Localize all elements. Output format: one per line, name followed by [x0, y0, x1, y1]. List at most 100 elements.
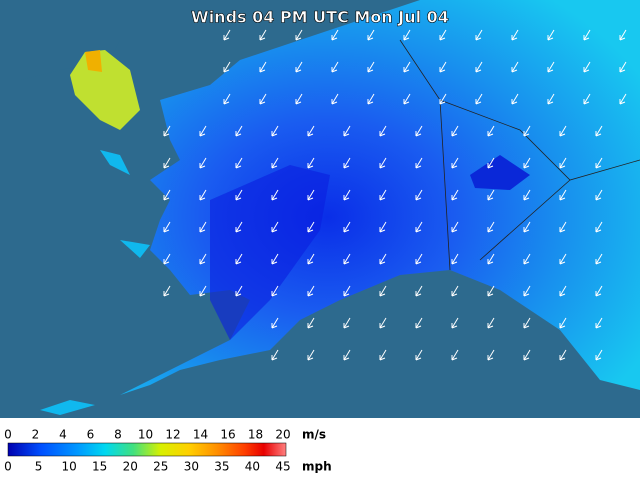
wind-arrow: [331, 29, 339, 41]
wind-arrow: [199, 125, 207, 137]
wind-arrow: [379, 157, 387, 169]
wind-arrow: [307, 157, 315, 169]
wind-arrow: [367, 29, 375, 41]
wind-arrow: [559, 125, 567, 137]
wind-arrow: [295, 29, 303, 41]
mph-tick-label: 40: [245, 460, 260, 474]
wind-arrow: [523, 253, 531, 265]
ms-tick-label: 6: [87, 428, 95, 442]
wind-arrow: [523, 285, 531, 297]
wind-arrow: [271, 221, 279, 233]
wind-arrow: [487, 253, 495, 265]
wind-arrow: [559, 189, 567, 201]
wind-arrow: [163, 253, 171, 265]
wind-arrow: [415, 285, 423, 297]
wind-arrow: [619, 93, 627, 105]
wind-arrow: [163, 285, 171, 297]
wind-arrow: [199, 157, 207, 169]
wind-arrow: [199, 221, 207, 233]
wind-arrow: [259, 93, 267, 105]
wind-arrow: [547, 29, 555, 41]
wind-arrow: [403, 93, 411, 105]
wind-arrow: [235, 285, 243, 297]
wind-arrow: [271, 157, 279, 169]
mph-tick-label: 10: [61, 460, 76, 474]
wind-arrow: [487, 189, 495, 201]
wind-arrow: [415, 157, 423, 169]
wind-arrow: [583, 93, 591, 105]
wind-arrow: [475, 93, 483, 105]
ms-tick-label: 16: [220, 428, 235, 442]
wind-arrow: [487, 157, 495, 169]
map-title: Winds 04 PM UTC Mon Jul 04: [191, 8, 449, 27]
wind-arrow: [595, 157, 603, 169]
mph-tick-label: 25: [153, 460, 168, 474]
wind-arrow: [475, 61, 483, 73]
wind-arrow: [439, 61, 447, 73]
wind-arrow: [559, 349, 567, 361]
wind-arrow: [163, 157, 171, 169]
wind-arrow: [451, 221, 459, 233]
mph-tick-label: 15: [92, 460, 107, 474]
wind-arrow: [451, 189, 459, 201]
wind-arrow: [523, 157, 531, 169]
ms-tick-label: 0: [4, 428, 12, 442]
wind-arrow: [547, 93, 555, 105]
scale-labels: 0 2 4 6 8 10 12 14 16 18 20 m/s 0 5 10 15 20 25 30 35 40 45 mp…: [4, 428, 331, 474]
wind-arrow: [619, 29, 627, 41]
ms-tick-label: 18: [248, 428, 263, 442]
wind-arrow: [235, 189, 243, 201]
low-wind-spot: [470, 155, 530, 190]
wind-arrow: [307, 317, 315, 329]
wind-arrow: [235, 221, 243, 233]
wind-arrow: [199, 285, 207, 297]
ms-tick-label: 12: [165, 428, 180, 442]
wind-arrow: [331, 93, 339, 105]
mph-tick-label: 35: [214, 460, 229, 474]
wind-arrow: [487, 317, 495, 329]
wind-arrows: [163, 29, 627, 361]
wind-arrow: [379, 253, 387, 265]
wind-arrow: [259, 29, 267, 41]
mph-tick-label: 0: [4, 460, 12, 474]
wind-arrow: [451, 349, 459, 361]
wind-arrow: [583, 29, 591, 41]
wind-arrow: [511, 61, 519, 73]
wind-arrow: [259, 61, 267, 73]
wind-arrow: [379, 221, 387, 233]
wind-arrow: [595, 221, 603, 233]
ms-tick-label: 20: [275, 428, 290, 442]
low-wind-zone: [210, 165, 330, 340]
wind-arrow: [223, 93, 231, 105]
ms-tick-label: 10: [138, 428, 153, 442]
wind-arrow: [295, 61, 303, 73]
mph-unit: mph: [302, 460, 332, 474]
wind-arrow: [559, 285, 567, 297]
ms-tick-label: 8: [114, 428, 122, 442]
wind-arrow: [415, 221, 423, 233]
wind-arrow: [475, 29, 483, 41]
wind-arrow: [619, 61, 627, 73]
wind-arrow: [379, 125, 387, 137]
ms-unit: m/s: [302, 428, 326, 442]
wind-arrow: [331, 61, 339, 73]
wind-arrow: [451, 317, 459, 329]
wind-arrow: [415, 125, 423, 137]
wind-arrow: [343, 189, 351, 201]
wind-arrow: [199, 253, 207, 265]
wind-arrow: [583, 61, 591, 73]
wind-arrow: [271, 317, 279, 329]
wind-arrow: [487, 285, 495, 297]
wind-arrow: [487, 125, 495, 137]
wind-arrow: [271, 189, 279, 201]
wind-arrow: [523, 221, 531, 233]
wind-arrow: [595, 189, 603, 201]
wind-arrow: [595, 317, 603, 329]
wind-arrow: [307, 125, 315, 137]
wind-arrow: [523, 189, 531, 201]
wind-arrow: [343, 317, 351, 329]
wind-arrow: [163, 125, 171, 137]
wind-arrow: [343, 125, 351, 137]
wind-arrow: [343, 157, 351, 169]
